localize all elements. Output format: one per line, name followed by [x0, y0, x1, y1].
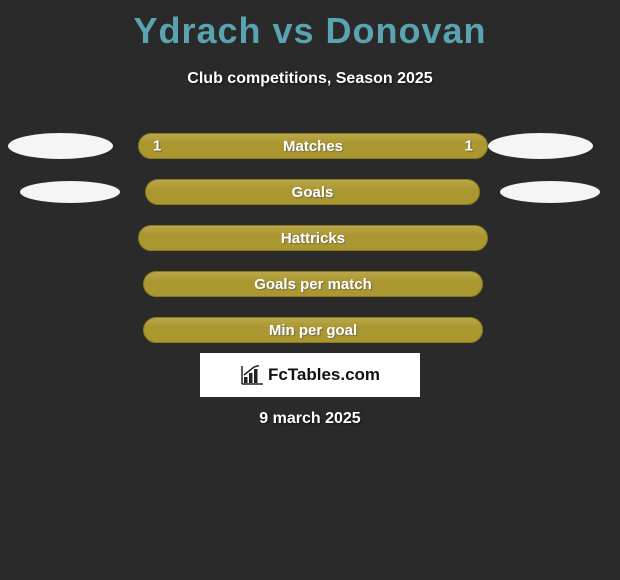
- player-right-badge: [500, 181, 600, 203]
- player-right-badge: [488, 133, 593, 159]
- stat-label: Matches: [283, 138, 343, 155]
- page-title: Ydrach vs Donovan: [0, 0, 620, 52]
- player-left-badge: [20, 181, 120, 203]
- stat-bar: Min per goal: [143, 317, 483, 343]
- stat-label: Goals per match: [254, 276, 372, 293]
- stat-value-left: 1: [153, 138, 161, 155]
- stat-label: Min per goal: [269, 322, 357, 339]
- stat-row: Hattricks: [0, 215, 620, 261]
- comparison-chart: Matches 1 1 Goals Hattricks Goals per match Mi…: [0, 123, 620, 363]
- footer-date: 9 march 2025: [259, 410, 360, 428]
- stat-bar: Goals: [145, 179, 480, 205]
- stat-row: Min per goal: [0, 307, 620, 353]
- stat-label: Hattricks: [281, 230, 345, 247]
- stat-bar: Goals per match: [143, 271, 483, 297]
- logo-text: FcTables.com: [268, 365, 380, 385]
- stat-bar: Hattricks: [138, 225, 488, 251]
- bar-chart-icon: [240, 365, 264, 385]
- logo: FcTables.com: [240, 365, 380, 385]
- stat-label: Goals: [292, 184, 334, 201]
- stat-row: Goals per match: [0, 261, 620, 307]
- subtitle: Club competitions, Season 2025: [0, 70, 620, 88]
- stat-bar: Matches 1 1: [138, 133, 488, 159]
- stat-value-right: 1: [465, 138, 473, 155]
- stat-row: Goals: [0, 169, 620, 215]
- stat-row: Matches 1 1: [0, 123, 620, 169]
- logo-box: FcTables.com: [200, 353, 420, 397]
- player-left-badge: [8, 133, 113, 159]
